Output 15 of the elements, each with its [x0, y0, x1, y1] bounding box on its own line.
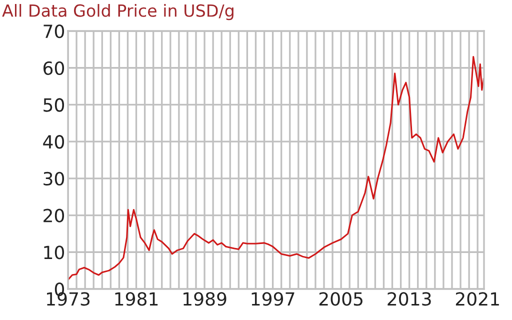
y-tick-label: 30: [44, 172, 64, 186]
x-tick-label: 1989: [184, 292, 226, 306]
x-tick-label: 1997: [252, 292, 294, 306]
line-series: [68, 56, 484, 281]
x-tick-label: 2013: [388, 292, 431, 306]
chart-title: All Data Gold Price in USD/g: [2, 4, 234, 20]
y-tick-label: 50: [44, 98, 64, 112]
y-tick-label: 70: [44, 24, 64, 38]
x-tick-label: 2005: [319, 292, 362, 306]
y-tick-label: 10: [44, 246, 64, 260]
y-tick-label: 20: [44, 208, 64, 222]
y-tick-label: 40: [43, 135, 64, 149]
x-tick-label: 2021: [456, 292, 499, 306]
x-tick-label: 1981: [115, 292, 158, 306]
y-tick-label: 60: [44, 61, 64, 75]
